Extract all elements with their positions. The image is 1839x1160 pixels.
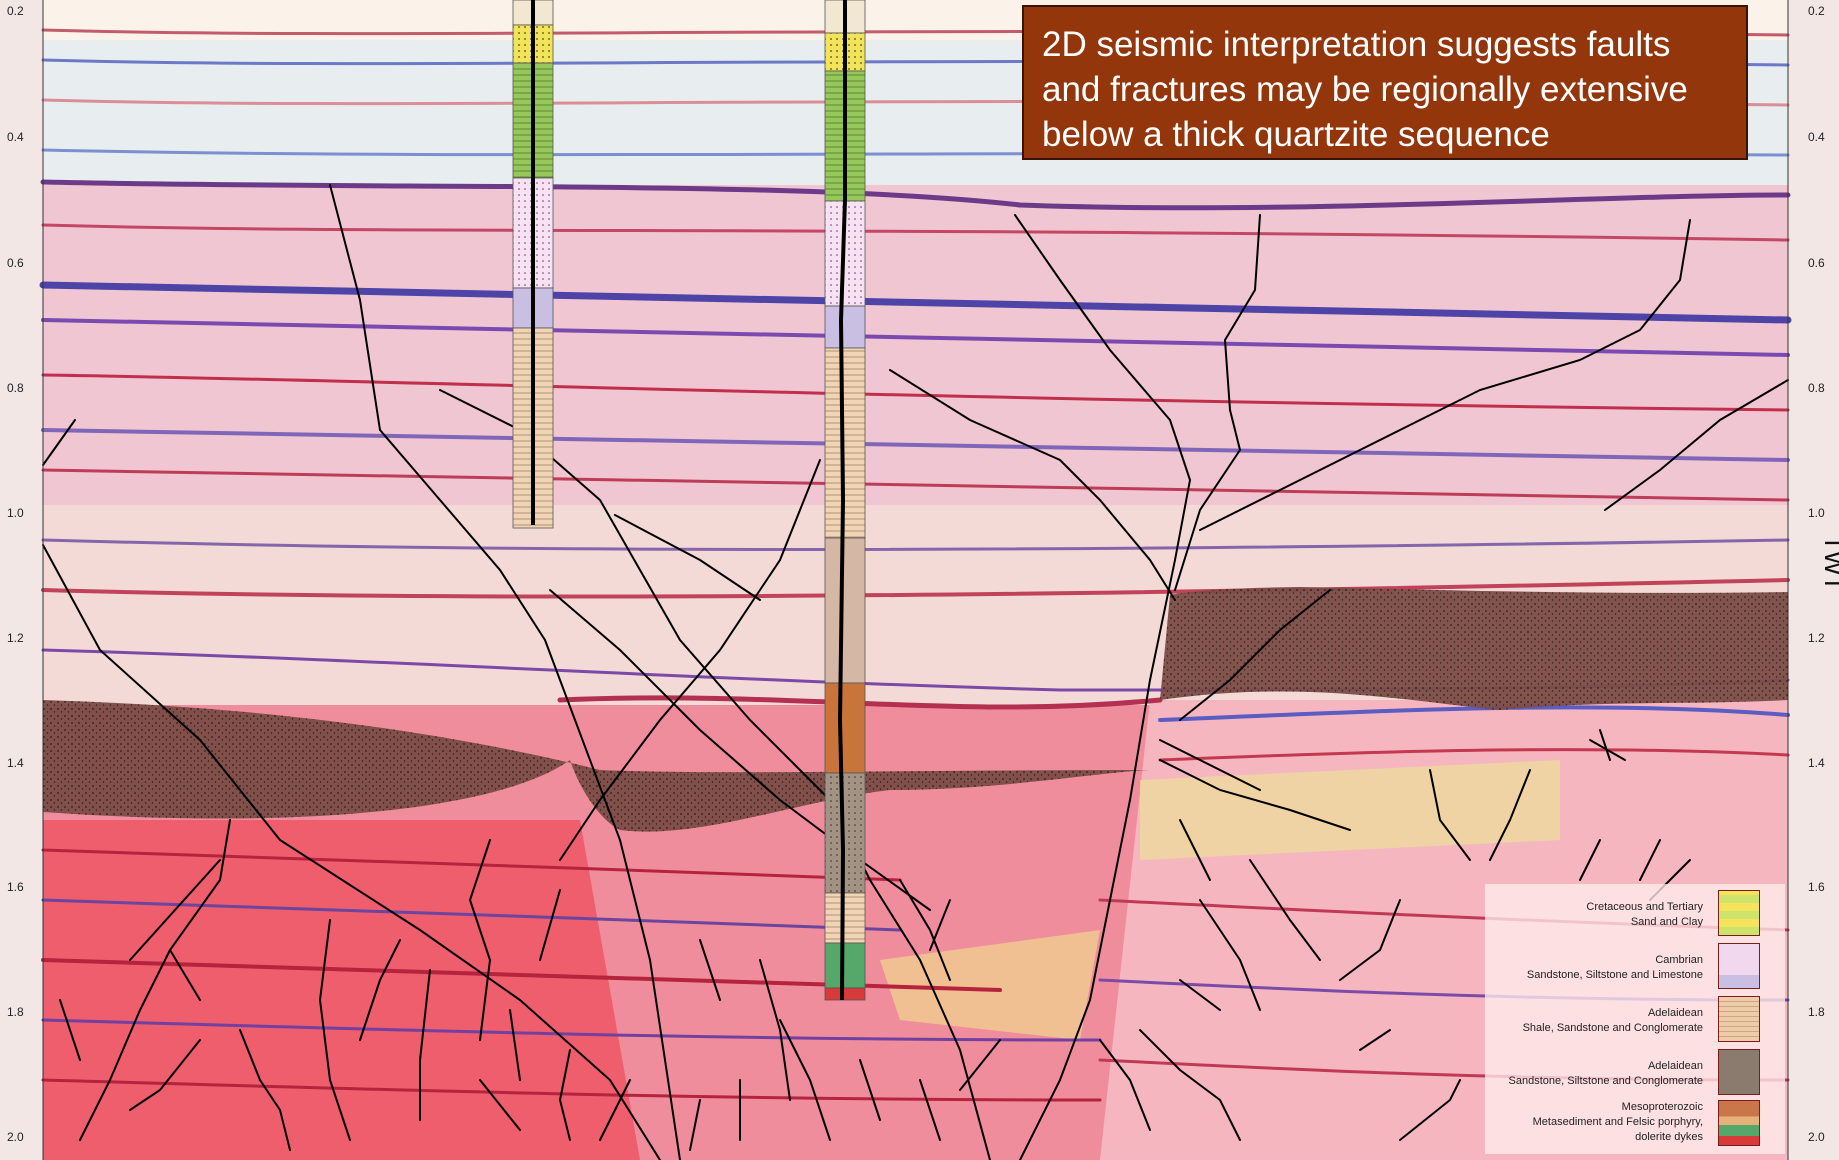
quartzite-pattern-icon bbox=[1718, 1049, 1760, 1095]
legend-label: Cambrian Sandstone, Siltstone and Limesto… bbox=[1526, 954, 1703, 981]
legend-item: Mesoproterozoic Metasediment and Felsic p… bbox=[1485, 1096, 1785, 1152]
legend-label: Adelaidean Shale, Sandstone and Conglomer… bbox=[1522, 1007, 1703, 1034]
right-tick-label: 1.0 bbox=[1808, 506, 1825, 520]
legend-item: Adelaidean Shale, Sandstone and Conglomer… bbox=[1485, 994, 1785, 1044]
legend-item: Cretaceous and Tertiary Sand and Clay bbox=[1485, 888, 1785, 938]
left-tick-label: 0.8 bbox=[7, 381, 24, 395]
legend-label: Cretaceous and Tertiary Sand and Clay bbox=[1586, 901, 1703, 928]
legend-item: Adelaidean Sandstone, Siltstone and Congl… bbox=[1485, 1047, 1785, 1097]
basement-pattern-icon bbox=[1718, 1100, 1760, 1146]
right-tick-label: 0.6 bbox=[1808, 256, 1825, 270]
shale-pattern-icon bbox=[1718, 996, 1760, 1042]
right-tick-label: 1.2 bbox=[1808, 631, 1825, 645]
left-tick-label: 1.6 bbox=[7, 880, 24, 894]
well-column-left bbox=[512, 0, 554, 529]
left-tick-label: 1.0 bbox=[7, 506, 24, 520]
left-tick-label: 2.0 bbox=[7, 1130, 24, 1144]
right-tick-label: 1.6 bbox=[1808, 880, 1825, 894]
right-tick-label: 1.4 bbox=[1808, 756, 1825, 770]
legend-item: Cambrian Sandstone, Siltstone and Limesto… bbox=[1485, 941, 1785, 991]
right-tick-label: 0.4 bbox=[1808, 130, 1825, 144]
fault-lines bbox=[42, 184, 1789, 1160]
right-tick-label: 2.0 bbox=[1808, 1130, 1825, 1144]
callout-line: and fractures may be regionally extensiv… bbox=[1042, 70, 1688, 109]
callout-line: below a thick quartzite sequence bbox=[1042, 115, 1550, 154]
seismic-reflectors bbox=[39, 28, 1792, 1102]
right-tick-label: 1.8 bbox=[1808, 1005, 1825, 1019]
right-tick-label: 0.8 bbox=[1808, 381, 1825, 395]
left-tick-label: 0.4 bbox=[7, 130, 24, 144]
right-tick-label: 0.2 bbox=[1808, 4, 1825, 18]
well-column-center bbox=[824, 0, 866, 1001]
left-tick-label: 0.2 bbox=[7, 4, 24, 18]
right-axis-title: TWT bbox=[1819, 535, 1839, 592]
dotted-pink-pattern-icon bbox=[1718, 943, 1760, 989]
quartzite-layer bbox=[43, 587, 1788, 832]
left-tick-label: 1.4 bbox=[7, 756, 24, 770]
legend-label: Mesoproterozoic Metasediment and Felsic p… bbox=[1532, 1101, 1703, 1143]
sand-clay-pattern-icon bbox=[1718, 890, 1760, 936]
lithology-legend: Cretaceous and Tertiary Sand and Clay Cam… bbox=[1485, 884, 1785, 1154]
left-tick-label: 1.8 bbox=[7, 1005, 24, 1019]
legend-label: Adelaidean Sandstone, Siltstone and Congl… bbox=[1508, 1060, 1703, 1087]
left-tick-label: 0.6 bbox=[7, 256, 24, 270]
interpretation-callout: 2D seismic interpretation suggests fault… bbox=[1022, 5, 1748, 160]
left-tick-label: 1.2 bbox=[7, 631, 24, 645]
callout-line: 2D seismic interpretation suggests fault… bbox=[1042, 25, 1671, 64]
